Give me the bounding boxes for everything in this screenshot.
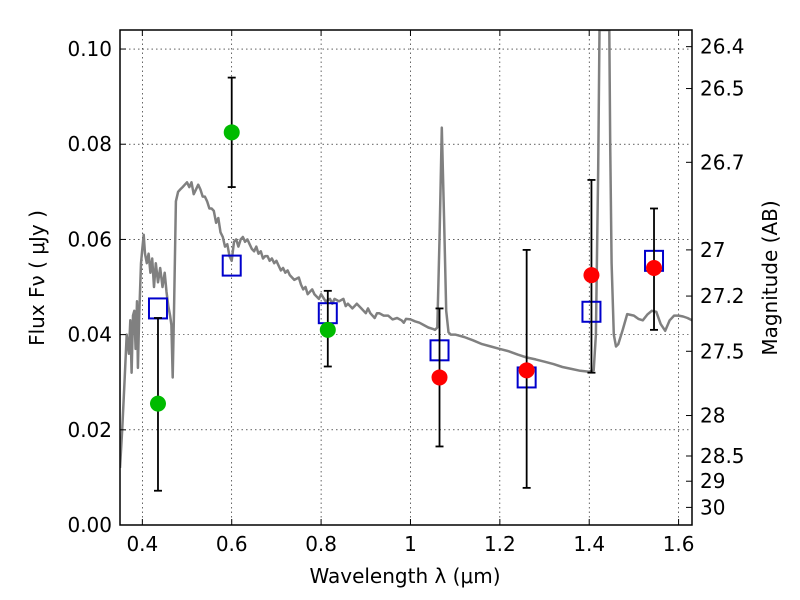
right-tick-label: 30 <box>700 495 725 519</box>
observed-point <box>646 259 663 276</box>
y-tick-label: 0.00 <box>67 513 112 537</box>
right-tick-label: 27.2 <box>700 284 745 308</box>
x-axis-label: Wavelength λ (μm) <box>309 564 500 588</box>
model-flux-square <box>147 297 168 320</box>
x-tick-label: 0.4 <box>126 532 158 556</box>
axis-ticks: 0.4 0.6 0.8 1 1.2 1.4 1.6 0.00 0.02 0.04 0.06 0.08 0… <box>67 30 745 556</box>
x-tick-label: 1 <box>404 532 417 556</box>
x-tick-label: 1.6 <box>663 532 695 556</box>
observed-point <box>518 362 535 379</box>
observed-point <box>583 267 600 284</box>
plot-frame <box>119 29 693 526</box>
right-tick-label: 28.5 <box>700 444 745 468</box>
right-tick-label: 29 <box>700 469 725 493</box>
observed-point <box>149 395 166 412</box>
y-tick-label: 0.06 <box>67 227 112 251</box>
y-axis-label: Flux Fν ( μJy ) <box>25 210 49 346</box>
y-tick-label: 0.08 <box>67 132 112 156</box>
right-tick-label: 26.7 <box>700 150 745 174</box>
observed-point <box>223 124 240 141</box>
right-tick-label: 27 <box>700 238 725 262</box>
right-tick-label: 27.5 <box>700 339 745 363</box>
x-tick-label: 1.4 <box>573 532 605 556</box>
y-tick-label: 0.04 <box>67 323 112 347</box>
y-tick-label: 0.10 <box>67 37 112 61</box>
right-axis-label: Magnitude (AB) <box>758 200 782 355</box>
right-tick-label: 26.5 <box>700 77 745 101</box>
grid-lines <box>120 30 692 526</box>
observed-point <box>431 369 448 386</box>
x-tick-label: 0.8 <box>305 532 337 556</box>
sed-model-line <box>120 30 692 468</box>
x-tick-label: 0.6 <box>216 532 248 556</box>
data-layer <box>120 30 692 492</box>
right-tick-label: 28 <box>700 404 725 428</box>
model-flux-square <box>221 254 242 277</box>
x-tick-label: 1.2 <box>484 532 516 556</box>
observed-point <box>319 321 336 338</box>
y-tick-label: 0.02 <box>67 418 112 442</box>
right-tick-label: 26.4 <box>700 35 745 59</box>
